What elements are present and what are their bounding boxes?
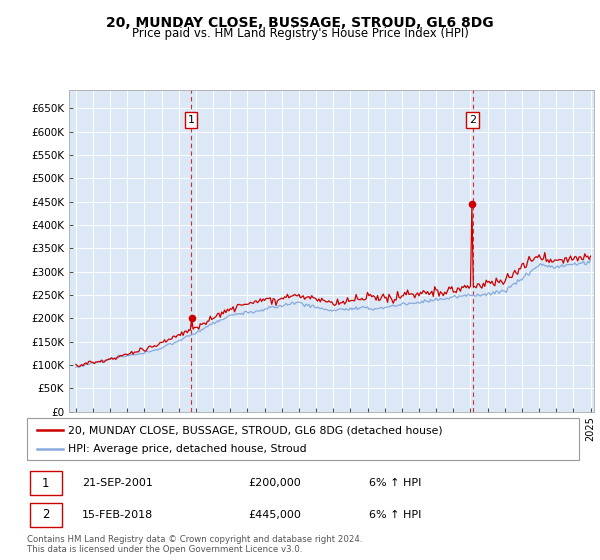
Text: HPI: Average price, detached house, Stroud: HPI: Average price, detached house, Stro… — [68, 445, 307, 454]
Text: Contains HM Land Registry data © Crown copyright and database right 2024.
This d: Contains HM Land Registry data © Crown c… — [27, 535, 362, 554]
Text: 6% ↑ HPI: 6% ↑ HPI — [369, 478, 422, 488]
Text: £445,000: £445,000 — [248, 510, 301, 520]
FancyBboxPatch shape — [27, 418, 579, 460]
Text: 20, MUNDAY CLOSE, BUSSAGE, STROUD, GL6 8DG (detached house): 20, MUNDAY CLOSE, BUSSAGE, STROUD, GL6 8… — [68, 425, 443, 435]
Text: 1: 1 — [42, 477, 50, 489]
Text: 21-SEP-2001: 21-SEP-2001 — [82, 478, 153, 488]
Text: Price paid vs. HM Land Registry's House Price Index (HPI): Price paid vs. HM Land Registry's House … — [131, 27, 469, 40]
Text: 1: 1 — [188, 115, 194, 125]
Text: £200,000: £200,000 — [248, 478, 301, 488]
Text: 2: 2 — [42, 508, 50, 521]
Text: 15-FEB-2018: 15-FEB-2018 — [82, 510, 154, 520]
FancyBboxPatch shape — [30, 503, 62, 527]
FancyBboxPatch shape — [30, 471, 62, 495]
Text: 6% ↑ HPI: 6% ↑ HPI — [369, 510, 422, 520]
Text: 2: 2 — [469, 115, 476, 125]
Text: 20, MUNDAY CLOSE, BUSSAGE, STROUD, GL6 8DG: 20, MUNDAY CLOSE, BUSSAGE, STROUD, GL6 8… — [106, 16, 494, 30]
